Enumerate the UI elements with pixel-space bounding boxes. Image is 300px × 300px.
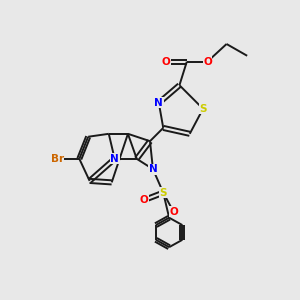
Text: Br: Br xyxy=(51,154,64,164)
Text: N: N xyxy=(148,164,157,174)
Text: S: S xyxy=(160,188,167,198)
Text: O: O xyxy=(203,57,212,67)
Text: O: O xyxy=(162,57,171,67)
Text: N: N xyxy=(110,154,119,164)
Text: N: N xyxy=(154,98,163,108)
Text: S: S xyxy=(199,104,207,114)
Text: O: O xyxy=(169,207,178,217)
Text: O: O xyxy=(140,195,148,205)
